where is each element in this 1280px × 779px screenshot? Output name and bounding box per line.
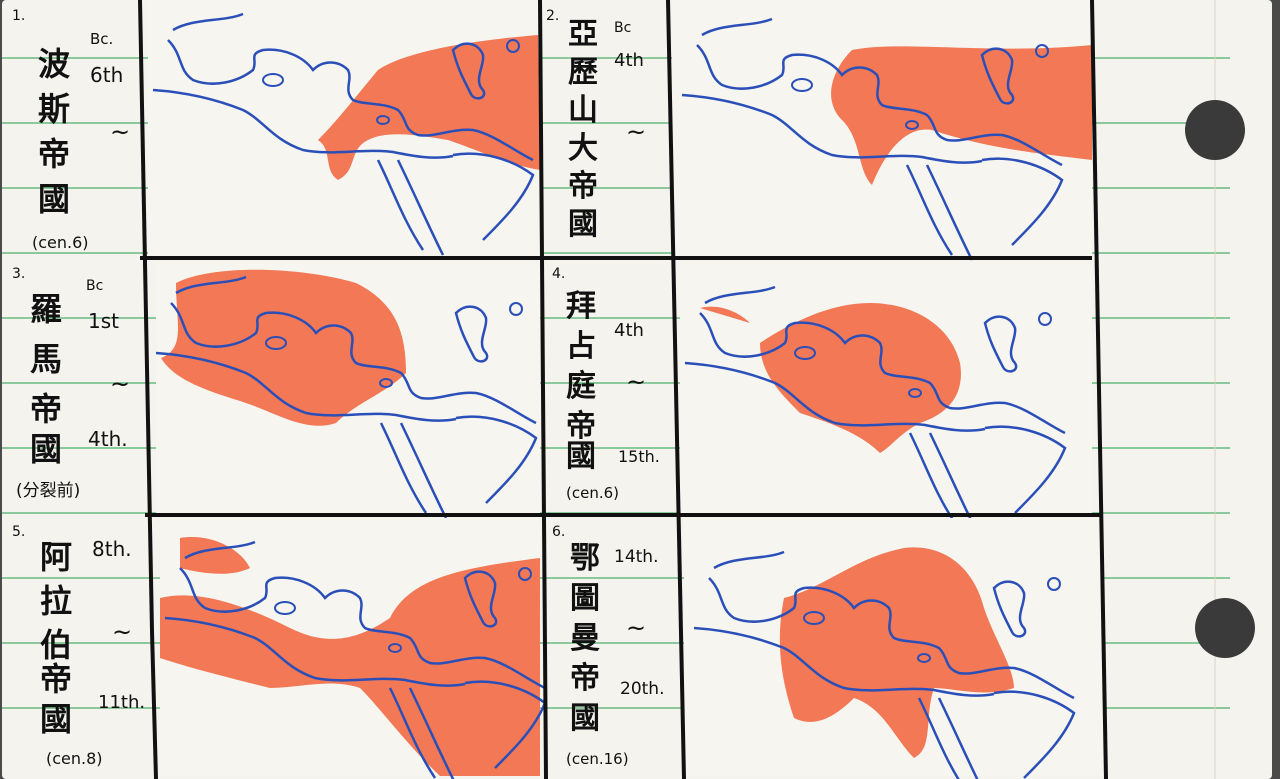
empire-name-char: 亞 — [568, 17, 598, 52]
start-century: 8th. — [92, 537, 132, 561]
empire-name-char: 國 — [40, 700, 72, 738]
range-tilde: ~ — [626, 118, 646, 146]
empire-name-char: 山 — [568, 93, 598, 128]
start-century: 1st — [88, 309, 119, 333]
empire-name-char: 鄂 — [570, 541, 600, 576]
empire-name-char: 歷 — [568, 55, 598, 90]
empire-label-3: 3. 羅 馬 帝 國 Bc 1st ~ 4th. (分裂前) — [12, 266, 130, 501]
start-era: Bc — [614, 20, 631, 36]
note: (cen.16) — [566, 750, 629, 768]
empire-label-2: 2. 亞 歷 山 大 帝 國 Bc 4th ~ — [546, 8, 646, 242]
empire-name-char: 國 — [38, 180, 70, 218]
empire-name-char: 帝 — [566, 409, 596, 444]
empire-label-4: 4. 拜 占 庭 帝 國 4th ~ 15th. (cen.6) — [552, 266, 660, 502]
empire-name-char: 伯 — [40, 626, 72, 664]
start-era: Bc — [86, 278, 103, 294]
punch-hole-icon — [1195, 598, 1255, 658]
end-century: 20th. — [620, 679, 664, 699]
empire-name-char: 庭 — [566, 369, 596, 404]
range-tilde: ~ — [112, 618, 132, 646]
empire-territory — [831, 45, 1092, 185]
range-tilde: ~ — [626, 368, 646, 396]
panel-index: 2. — [546, 8, 559, 24]
empire-name-char: 帝 — [40, 660, 72, 698]
end-century: 4th. — [88, 427, 128, 451]
start-era: Bc. — [90, 30, 113, 48]
empire-name-char: 拜 — [566, 289, 596, 324]
panel-index: 6. — [552, 524, 565, 540]
empire-name-char: 拉 — [40, 582, 72, 620]
panel-index: 1. — [12, 8, 25, 24]
empire-name-char: 馬 — [30, 340, 62, 378]
empire-territory — [160, 537, 540, 776]
empire-name-char: 國 — [570, 701, 600, 736]
empire-name-char: 阿 — [40, 538, 72, 576]
empire-name-char: 羅 — [30, 290, 62, 328]
start-century: 4th — [614, 50, 644, 71]
empire-name-char: 圖 — [570, 581, 600, 616]
start-century: 14th. — [614, 547, 658, 567]
map-panel-6 — [684, 518, 1104, 779]
empire-territory — [318, 35, 540, 180]
note: (cen.6) — [566, 484, 619, 502]
empire-label-5: 5. 阿 拉 伯 帝 國 8th. ~ 11th. (cen.8) — [12, 524, 145, 768]
note: (分裂前) — [16, 481, 80, 501]
panel-index: 5. — [12, 524, 25, 540]
empire-name-char: 帝 — [570, 661, 600, 696]
empire-name-char: 帝 — [30, 390, 62, 428]
map-panel-3 — [154, 263, 540, 520]
note: (cen.8) — [46, 749, 103, 768]
empire-name-char: 帝 — [568, 169, 598, 204]
range-tilde: ~ — [110, 370, 130, 398]
range-tilde: ~ — [626, 614, 646, 642]
empire-name-char: 斯 — [38, 90, 70, 128]
empire-name-char: 國 — [568, 207, 598, 242]
range-tilde: ~ — [110, 118, 130, 146]
panel-index: 4. — [552, 266, 565, 282]
map-panel-5 — [160, 518, 547, 779]
panel-index: 3. — [12, 266, 25, 282]
map-panel-1 — [148, 0, 540, 258]
map-panel-2 — [672, 0, 1092, 262]
empire-name-char: 帝 — [38, 135, 70, 173]
start-century: 4th — [614, 320, 644, 341]
empire-name-char: 波 — [38, 45, 70, 83]
empire-name-char: 占 — [566, 329, 596, 364]
empire-territory — [779, 547, 1014, 758]
empire-territory — [700, 303, 961, 453]
panel-grid — [138, 0, 1108, 779]
empire-name-char: 大 — [568, 131, 598, 166]
empire-name-char: 國 — [566, 439, 596, 474]
map-panel-4 — [680, 263, 1092, 530]
empire-label-6: 6. 鄂 圖 曼 帝 國 14th. ~ 20th. (cen.16) — [552, 524, 664, 768]
start-century: 6th — [90, 63, 123, 87]
empire-name-char: 國 — [30, 430, 62, 468]
end-century: 11th. — [98, 692, 145, 713]
punch-hole-icon — [1185, 100, 1245, 160]
note: (cen.6) — [32, 233, 89, 252]
end-century: 15th. — [618, 447, 660, 466]
empire-label-1: 1. 波 斯 帝 國 Bc. 6th ~ (cen.6) — [12, 8, 130, 252]
empire-name-char: 曼 — [570, 621, 600, 656]
